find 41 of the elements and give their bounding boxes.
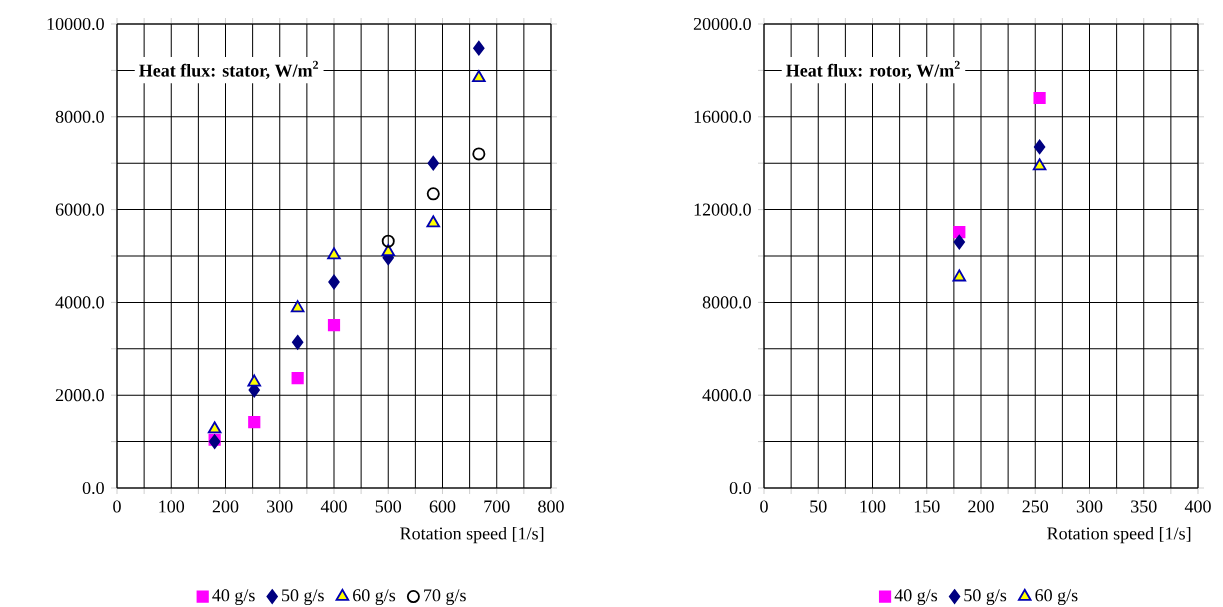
x-tick-label: 100 [860, 500, 886, 513]
y-tick-label: 4000.0 [702, 389, 751, 402]
x-tick-label: 400 [320, 500, 347, 513]
y-tick-label: 6000.0 [55, 203, 104, 216]
text: Heat flux: stator, W/m$^{2}$ [139, 60, 319, 80]
y-tick-label: 0.0 [729, 481, 751, 495]
text: Heat flux: rotor, W/m$^{2}$ [786, 60, 960, 80]
x-tick-label: 0 [760, 500, 768, 513]
legend-label: 60 g/s [353, 589, 396, 606]
x-tick-label: 250 [1022, 500, 1049, 513]
x-tick-label: 50 [810, 500, 827, 513]
x-tick-label: 200 [212, 500, 239, 513]
x-axis-title: Rotation speed [1/s] [400, 526, 544, 544]
legend-label: 40 g/s [894, 589, 938, 606]
y-tick-label: 20000.0 [693, 17, 751, 31]
legend-label: 50 g/s [964, 589, 1007, 606]
y-tick-label: 16000.0 [694, 110, 751, 123]
x-tick-label: 0 [113, 500, 121, 513]
x-tick-label: 800 [538, 500, 564, 513]
x-tick-label: 350 [1131, 500, 1157, 513]
x-tick-label: 200 [968, 500, 994, 513]
legend-label: 50 g/s [282, 589, 324, 606]
x-tick-label: 300 [267, 500, 293, 513]
x-tick-label: 100 [159, 500, 185, 513]
x-axis-title: Rotation speed [1/s] [1047, 526, 1191, 544]
legend-label: 70 g/s [424, 589, 466, 606]
y-tick-label: 10000.0 [47, 17, 104, 31]
legend-label: 40 g/s [212, 589, 255, 606]
x-tick-label: 150 [914, 500, 940, 513]
y-tick-label: 4000.0 [55, 296, 104, 309]
y-tick-label: 0.0 [82, 481, 104, 495]
x-tick-label: 700 [484, 500, 510, 513]
x-tick-label: 600 [429, 500, 456, 513]
y-tick-label: 2000.0 [55, 389, 104, 402]
x-tick-label: 500 [375, 500, 402, 513]
y-tick-label: 8000.0 [702, 296, 751, 309]
x-tick-label: 400 [1184, 500, 1211, 513]
y-tick-label: 8000.0 [55, 110, 104, 123]
legend-label: 60 g/s [1035, 589, 1078, 606]
y-tick-label: 12000.0 [694, 203, 751, 216]
x-tick-label: 300 [1076, 500, 1103, 513]
